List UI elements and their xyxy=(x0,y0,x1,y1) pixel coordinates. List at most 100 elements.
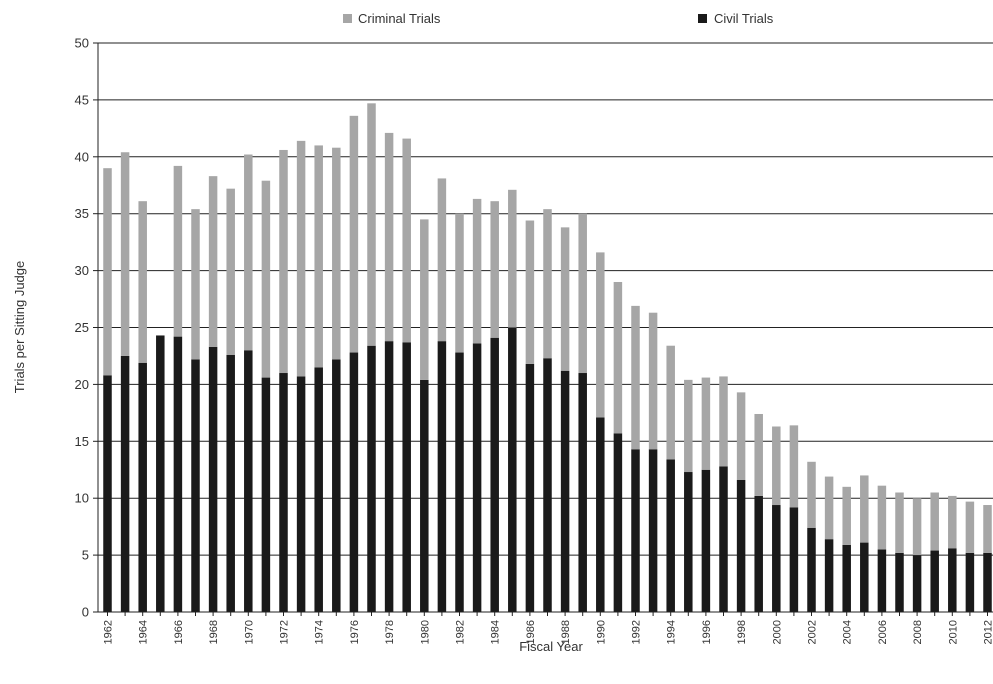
x-tick-label: 2008 xyxy=(912,620,924,644)
bar-criminal-2008 xyxy=(912,498,922,556)
y-axis-title: Trials per Sitting Judge xyxy=(12,261,27,393)
bar-civil-1979 xyxy=(402,342,411,612)
bar-civil-2005 xyxy=(860,542,869,612)
legend-swatch-criminal xyxy=(343,14,352,23)
bar-criminal-2000 xyxy=(772,426,781,506)
bar-criminal-1982 xyxy=(455,213,464,353)
bar-civil-1966 xyxy=(173,336,183,612)
bar-civil-1969 xyxy=(226,354,235,612)
bar-criminal-1995 xyxy=(684,379,693,473)
bar-civil-2008 xyxy=(912,555,922,612)
bar-civil-2012 xyxy=(983,552,992,612)
y-tick-label: 25 xyxy=(75,320,89,335)
bar-criminal-1964 xyxy=(138,201,147,363)
bar-criminal-2003 xyxy=(824,476,834,540)
bar-criminal-1998 xyxy=(736,392,746,480)
bar-civil-1997 xyxy=(719,466,728,612)
bar-civil-1987 xyxy=(543,358,552,612)
bar-civil-1986 xyxy=(525,363,535,612)
legend-label-civil: Civil Trials xyxy=(714,11,774,26)
bar-civil-1992 xyxy=(631,449,640,612)
bar-civil-1993 xyxy=(648,449,658,612)
x-tick-label: 1966 xyxy=(173,620,185,644)
bar-criminal-1976 xyxy=(349,115,359,353)
bar-criminal-1989 xyxy=(578,213,587,374)
bar-civil-1994 xyxy=(666,459,675,612)
bar-civil-1995 xyxy=(684,472,693,612)
bar-civil-2009 xyxy=(930,550,939,612)
x-tick-label: 1962 xyxy=(103,620,115,644)
bar-civil-2006 xyxy=(877,549,887,612)
x-tick-label: 1994 xyxy=(666,620,678,644)
bar-civil-1974 xyxy=(314,367,323,612)
x-tick-label: 1984 xyxy=(490,620,502,644)
bar-civil-1985 xyxy=(508,327,517,612)
bar-criminal-1978 xyxy=(384,132,394,342)
y-tick-label: 50 xyxy=(75,36,89,51)
bar-criminal-1981 xyxy=(437,178,447,342)
bar-civil-1982 xyxy=(455,352,464,612)
bar-criminal-1994 xyxy=(666,345,675,460)
x-tick-label: 1978 xyxy=(384,620,396,644)
bar-civil-1988 xyxy=(560,370,570,612)
bar-criminal-1986 xyxy=(525,220,535,364)
y-tick-label: 45 xyxy=(75,92,89,107)
bar-civil-1962 xyxy=(103,375,112,612)
x-tick-label: 1964 xyxy=(138,620,150,644)
bar-civil-2004 xyxy=(842,544,851,612)
bar-criminal-1980 xyxy=(420,219,429,380)
bar-civil-1989 xyxy=(578,373,587,612)
bar-criminal-1993 xyxy=(648,312,658,450)
x-tick-label: 1970 xyxy=(243,620,255,644)
x-tick-labels: 1962 1964 1966 1968 1970 1972 1974 1976 1978 1980… xyxy=(103,612,993,644)
bar-civil-1984 xyxy=(490,337,499,612)
bar-civil-1965 xyxy=(156,335,165,612)
bar-civil-1999 xyxy=(754,495,763,612)
bar-criminal-1996 xyxy=(701,377,711,470)
x-tick-label: 1988 xyxy=(560,620,572,644)
bar-criminal-1967 xyxy=(191,209,200,360)
bar-civil-1968 xyxy=(208,346,218,612)
bar-civil-1996 xyxy=(701,469,711,612)
bar-criminal-1987 xyxy=(543,209,552,359)
bar-civil-1980 xyxy=(420,379,429,612)
bar-criminal-1968 xyxy=(208,176,218,347)
x-tick-label: 1998 xyxy=(736,620,748,644)
x-tick-label: 1980 xyxy=(419,620,431,644)
bar-criminal-1983 xyxy=(472,198,482,344)
bar-criminal-1973 xyxy=(296,140,306,377)
bar-civil-1963 xyxy=(120,355,130,612)
bar-civil-2010 xyxy=(948,548,957,612)
bar-criminal-1992 xyxy=(631,305,640,450)
x-tick-label: 2006 xyxy=(877,620,889,644)
y-tick-label: 0 xyxy=(82,605,89,620)
y-tick-label: 20 xyxy=(75,377,89,392)
bar-civil-2002 xyxy=(807,527,816,612)
bar-civil-2011 xyxy=(965,552,975,612)
bar-criminal-2006 xyxy=(877,485,887,550)
x-tick-label: 1974 xyxy=(314,620,326,644)
x-tick-label: 2002 xyxy=(807,620,819,644)
bar-civil-1981 xyxy=(437,341,447,612)
bar-civil-1991 xyxy=(613,433,623,612)
x-tick-label: 1968 xyxy=(208,620,220,644)
bar-civil-1973 xyxy=(296,376,306,612)
bar-criminal-1988 xyxy=(560,227,570,371)
bar-criminal-2009 xyxy=(930,492,939,551)
bar-civil-1971 xyxy=(261,377,271,612)
bar-criminal-2002 xyxy=(807,461,816,528)
y-tick-label: 40 xyxy=(75,149,89,164)
bar-criminal-1974 xyxy=(314,145,323,368)
bar-civil-1977 xyxy=(367,345,376,612)
bar-criminal-2011 xyxy=(965,501,975,553)
legend-swatch-civil xyxy=(698,14,707,23)
bar-criminal-1997 xyxy=(719,376,728,467)
legend-label-criminal: Criminal Trials xyxy=(358,11,441,26)
y-tick-label: 5 xyxy=(82,548,89,563)
x-tick-label: 2010 xyxy=(947,620,959,644)
bar-criminal-1975 xyxy=(332,147,341,360)
bar-criminal-2001 xyxy=(789,425,799,508)
x-tick-label: 1992 xyxy=(631,620,643,644)
bar-civil-1975 xyxy=(332,359,341,612)
y-tick-labels: 0 5 10 15 20 25 30 35 40 45 50 xyxy=(75,36,98,620)
